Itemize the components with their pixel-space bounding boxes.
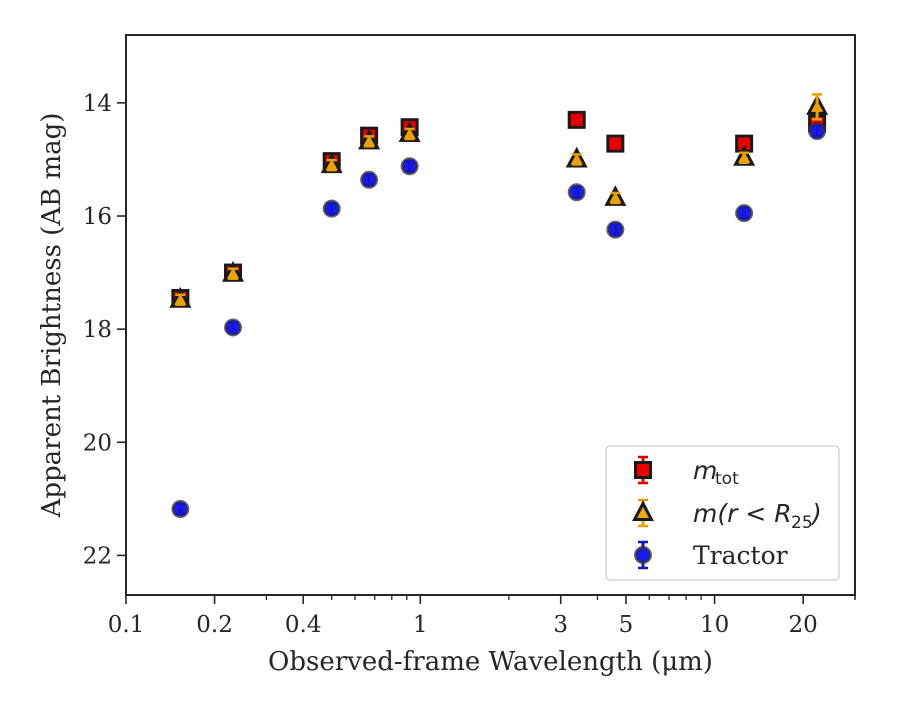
y-tick-label: 18 bbox=[83, 317, 112, 343]
data-point bbox=[360, 170, 379, 189]
data-point bbox=[808, 122, 827, 141]
error-bar bbox=[571, 113, 582, 127]
error-bar bbox=[228, 321, 239, 334]
data-point bbox=[400, 157, 419, 176]
data-point bbox=[806, 93, 829, 121]
data-point bbox=[169, 287, 192, 308]
error-bar bbox=[739, 151, 750, 164]
x-tick-label: 20 bbox=[789, 612, 818, 638]
data-point bbox=[606, 134, 625, 153]
legend-box bbox=[605, 445, 840, 581]
data-point bbox=[606, 220, 625, 239]
legend-marker bbox=[632, 500, 654, 521]
legend-entry-m_r_lt_R25: m(r < R 25) bbox=[632, 498, 822, 533]
data-point bbox=[735, 204, 754, 223]
x-tick-label: 0.4 bbox=[285, 612, 322, 638]
error-bar bbox=[364, 135, 375, 148]
data-point bbox=[567, 183, 586, 202]
series-tractor bbox=[171, 122, 827, 519]
legend-label-sub: tot bbox=[715, 469, 739, 489]
y-axis: 14 16 18 20 22 bbox=[83, 91, 126, 569]
x-tick-label: 10 bbox=[700, 612, 729, 638]
y-tick-label: 20 bbox=[83, 430, 112, 456]
data-point bbox=[222, 261, 245, 282]
error-bar bbox=[175, 502, 186, 516]
error-bar bbox=[175, 293, 186, 306]
error-bar bbox=[404, 159, 415, 173]
legend-label: m bbox=[693, 456, 717, 485]
error-bar bbox=[571, 153, 582, 166]
error-bar bbox=[812, 124, 823, 138]
legend-entry-tractor: Tractor bbox=[634, 540, 788, 570]
error-bar bbox=[812, 93, 823, 121]
legend-marker bbox=[634, 546, 652, 564]
y-axis-label: Apparent Brightness (AB mag) bbox=[37, 113, 67, 519]
legend-marker bbox=[634, 461, 652, 479]
data-point bbox=[565, 146, 588, 168]
error-bar bbox=[571, 186, 582, 199]
data-point bbox=[224, 318, 243, 337]
legend-label: Tractor bbox=[693, 541, 788, 570]
error-bar bbox=[364, 173, 375, 187]
legend-label-sub: 25 bbox=[791, 513, 813, 533]
data-point bbox=[398, 121, 421, 142]
y-tick-label: 16 bbox=[83, 204, 112, 230]
error-bar bbox=[404, 127, 415, 141]
error-bar bbox=[610, 223, 621, 236]
y-tick-label: 14 bbox=[83, 91, 112, 117]
data-point bbox=[320, 152, 343, 174]
y-tick-label: 22 bbox=[83, 543, 112, 569]
data-point bbox=[604, 185, 627, 206]
error-bar bbox=[610, 137, 621, 150]
x-tick-label: 3 bbox=[553, 612, 568, 638]
x-tick-label: 5 bbox=[619, 612, 634, 638]
data-marks bbox=[169, 93, 829, 519]
data-point bbox=[733, 145, 756, 166]
series-mtot bbox=[171, 110, 827, 308]
plot-frame bbox=[125, 34, 856, 596]
x-tick-label: 0.2 bbox=[196, 612, 233, 638]
data-point bbox=[567, 110, 586, 129]
error-bar bbox=[739, 206, 750, 220]
data-point bbox=[171, 500, 190, 519]
error-bar bbox=[228, 267, 239, 280]
error-bar bbox=[610, 191, 621, 205]
x-axis: 0.1 0.2 0.4 1 3 5 10 20 bbox=[108, 595, 856, 638]
error-bar bbox=[326, 158, 337, 172]
x-tick-label: 1 bbox=[413, 612, 428, 638]
legend-label: m(r < R bbox=[693, 499, 792, 528]
data-point bbox=[358, 128, 381, 150]
x-tick-label: 0.1 bbox=[108, 612, 145, 638]
legend-label-tail: ) bbox=[810, 499, 822, 528]
series-m_r_lt_R25 bbox=[169, 93, 829, 308]
data-point bbox=[322, 199, 341, 218]
x-axis-label: Observed-frame Wavelength (μm) bbox=[268, 647, 713, 677]
error-bar bbox=[326, 202, 337, 215]
